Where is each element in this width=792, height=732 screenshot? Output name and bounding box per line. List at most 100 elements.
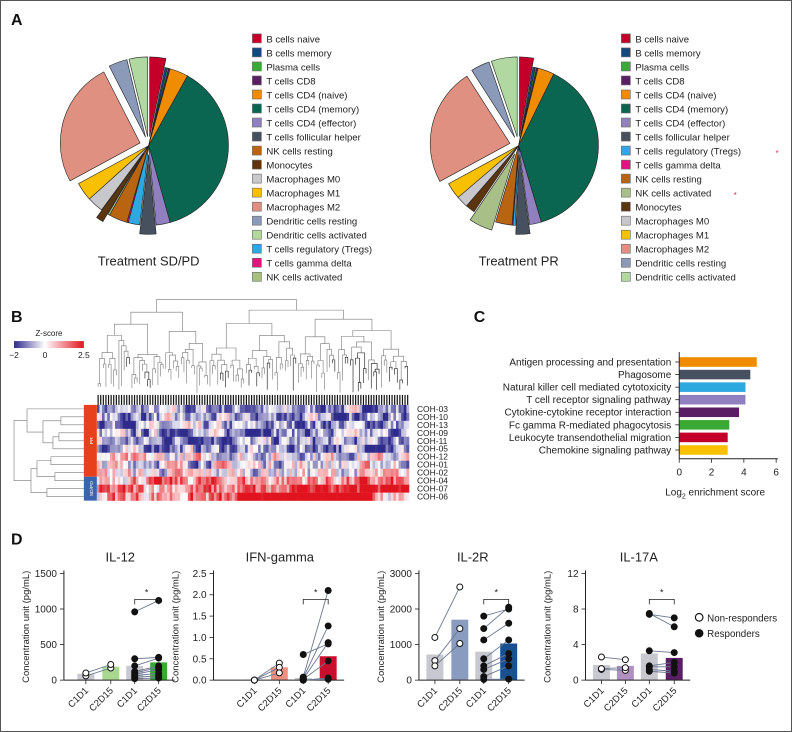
heatmap-cell: [258, 460, 261, 469]
x-tick-label: 4: [741, 468, 747, 479]
heatmap-cell: [401, 444, 405, 453]
heatmap-cell: [359, 484, 363, 493]
heatmap-cell: [193, 476, 196, 485]
heatmap-cell: [237, 444, 241, 453]
heatmap-cell: [99, 468, 103, 477]
heatmap-cell: [351, 412, 355, 422]
heatmap-cell: [245, 428, 248, 438]
paired-line: [434, 643, 461, 667]
heatmap-cell: [146, 436, 150, 445]
heatmap-cell: [310, 444, 314, 453]
heatmap-cell: [320, 444, 324, 453]
heatmap-cell: [224, 436, 228, 445]
heatmap-cell: [330, 444, 334, 453]
dendrogram-branch: [246, 364, 251, 374]
heatmap-cell: [187, 452, 191, 461]
heatmap-cell: [107, 428, 111, 438]
heatmap-cell: [208, 484, 212, 493]
heatmap-cell: [190, 404, 194, 414]
heatmap-cell: [224, 428, 228, 438]
heatmap-cell: [206, 484, 209, 493]
heatmap-cell: [260, 460, 264, 469]
heatmap-cell: [297, 476, 301, 485]
heatmap-cell: [130, 460, 134, 469]
heatmap-cell: [294, 412, 298, 422]
responder-point: [505, 619, 513, 627]
heatmap-cell: [154, 420, 157, 430]
dendrogram-branch: [54, 472, 84, 481]
heatmap-cell: [250, 428, 254, 438]
significance-mark: *: [734, 191, 737, 200]
heatmap-cell: [341, 484, 345, 493]
heatmap-cell: [273, 412, 277, 422]
heatmap-cell: [367, 436, 371, 445]
heatmap-cell: [252, 420, 256, 430]
heatmap-cell: [333, 492, 337, 501]
legend-label: NK cells activated: [635, 189, 711, 200]
heatmap-cell: [216, 404, 220, 414]
heatmap-cell: [372, 484, 376, 493]
heatmap-cell: [304, 460, 308, 469]
heatmap-cell: [328, 452, 332, 461]
heatmap-cell: [403, 468, 407, 477]
heatmap-cell: [307, 452, 311, 461]
dendrogram-branch: [357, 382, 362, 392]
heatmap-cell: [190, 436, 194, 445]
heatmap-cell: [333, 436, 337, 445]
heatmap-cell: [406, 444, 410, 453]
heatmap-cell: [232, 404, 235, 414]
x-axis-label-subscript: 2: [682, 494, 686, 501]
heatmap-cell: [174, 452, 178, 461]
heatmap-cell: [310, 452, 314, 461]
heatmap-cell: [107, 412, 111, 422]
paired-line: [483, 658, 509, 670]
paired-line: [434, 586, 461, 638]
heatmap-cell: [323, 492, 327, 501]
heatmap-cell: [258, 492, 261, 501]
heatmap-cell: [133, 484, 137, 493]
heatmap-cell: [161, 468, 165, 477]
heatmap-cell: [161, 476, 165, 485]
dendrogram-branch: [101, 352, 113, 359]
heatmap-cell: [307, 404, 311, 414]
heatmap-cell: [102, 436, 105, 445]
paired-line: [134, 677, 159, 680]
heatmap-cell: [135, 460, 139, 469]
heatmap-cell: [226, 452, 230, 461]
heatmap-cell: [232, 476, 235, 485]
heatmap-cell: [138, 452, 142, 461]
heatmap-cell: [141, 412, 144, 422]
heatmap-cell: [252, 412, 256, 422]
legend-swatch: [252, 61, 262, 72]
heatmap-cell: [273, 460, 277, 469]
legend-swatch: [621, 173, 631, 184]
heatmap-cell: [177, 444, 181, 453]
heatmap-cell: [268, 452, 272, 461]
heatmap-cell: [367, 492, 371, 501]
heatmap-cell: [221, 468, 225, 477]
heatmap-cell: [174, 404, 178, 414]
heatmap-cell: [369, 452, 373, 461]
heatmap-cell: [291, 428, 295, 438]
legend-responder-marker: [694, 628, 704, 638]
heatmap-cell: [388, 444, 392, 453]
heatmap-cell: [349, 420, 353, 430]
dendrogram-branch: [356, 341, 372, 360]
heatmap-cell: [143, 460, 147, 469]
heatmap-cell: [164, 436, 168, 445]
paired-line: [303, 643, 329, 655]
heatmap-cell: [180, 460, 183, 469]
dendrogram-branch: [268, 359, 273, 380]
heatmap-cell: [284, 476, 288, 485]
heatmap-cell: [286, 468, 290, 477]
heatmap-cell: [200, 492, 204, 501]
heatmap-cell: [187, 492, 191, 501]
heatmap-cell: [117, 492, 121, 501]
heatmap-cell: [265, 404, 269, 414]
heatmap-cell: [219, 452, 222, 461]
heatmap-cell: [271, 452, 275, 461]
legend-nonresponder-label: Non-responders: [707, 613, 777, 624]
heatmap-cell: [372, 436, 376, 445]
heatmap-cell: [232, 428, 235, 438]
